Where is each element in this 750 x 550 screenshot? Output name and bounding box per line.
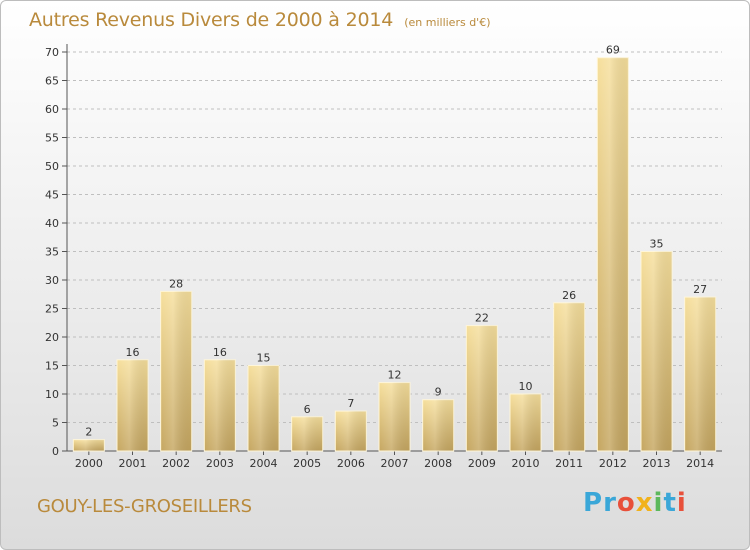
data-label: 6 — [304, 403, 311, 416]
data-label: 12 — [388, 369, 402, 382]
proxiti-logo: Proxiti — [583, 488, 687, 518]
bar-sheen — [117, 359, 148, 451]
y-tick-label: 20 — [45, 331, 59, 344]
data-label: 27 — [693, 283, 707, 296]
x-tick-label: 2007 — [381, 457, 409, 470]
y-tick-label: 40 — [45, 217, 59, 230]
y-tick-label: 10 — [45, 388, 59, 401]
data-label: 10 — [519, 380, 533, 393]
y-tick-label: 35 — [45, 246, 59, 259]
x-tick-label: 2006 — [337, 457, 365, 470]
data-label: 2 — [85, 426, 92, 439]
bar-sheen — [553, 302, 585, 451]
x-tick-label: 2008 — [424, 457, 452, 470]
data-label: 69 — [606, 44, 620, 57]
y-tick-label: 15 — [45, 360, 59, 373]
data-label: 22 — [475, 312, 489, 325]
x-tick-label: 2014 — [686, 457, 714, 470]
x-tick-label: 2012 — [599, 457, 627, 470]
bar-sheen — [379, 382, 410, 451]
x-tick-label: 2009 — [468, 457, 496, 470]
bar-sheen — [684, 297, 716, 451]
x-tick-label: 2000 — [75, 457, 103, 470]
bar-sheen — [641, 251, 672, 451]
data-label: 35 — [650, 238, 664, 251]
y-tick-label: 45 — [45, 189, 59, 202]
y-tick-label: 70 — [45, 46, 59, 59]
bar-sheen — [510, 394, 541, 451]
bar-sheen — [248, 365, 279, 451]
data-label: 7 — [347, 397, 354, 410]
y-tick-label: 25 — [45, 303, 59, 316]
bar-sheen — [335, 411, 367, 451]
data-label: 15 — [257, 352, 271, 365]
x-tick-label: 2010 — [512, 457, 540, 470]
bar-layer — [72, 57, 717, 452]
chart-title-group: Autres Revenus Divers de 2000 à 2014 (en… — [29, 9, 491, 31]
bar-sheen — [422, 399, 454, 451]
bar-sheen — [466, 325, 498, 451]
bar-sheen — [291, 416, 323, 451]
bar-sheen — [204, 359, 236, 451]
y-tick-label: 60 — [45, 103, 59, 116]
location-name: GOUY-LES-GROSEILLERS — [37, 496, 252, 517]
data-label: 9 — [435, 386, 442, 399]
y-tick-label: 65 — [45, 75, 59, 88]
data-label: 16 — [213, 346, 227, 359]
x-tick-label: 2004 — [250, 457, 278, 470]
y-tick-label: 30 — [45, 274, 59, 287]
y-tick-label: 5 — [52, 417, 59, 430]
chart-title: Autres Revenus Divers de 2000 à 2014 — [29, 9, 394, 31]
chart-subtitle: (en milliers d'€) — [404, 16, 491, 29]
x-tick-label: 2001 — [119, 457, 147, 470]
data-label: 16 — [126, 346, 140, 359]
x-tick-label: 2013 — [643, 457, 671, 470]
y-tick-label: 55 — [45, 132, 59, 145]
label-layer: 2 16 28 16 15 6 7 12 9 22 10 26 69 35 27 — [85, 44, 707, 439]
y-tick-label: 50 — [45, 160, 59, 173]
x-tick-label: 2011 — [555, 457, 583, 470]
bar-sheen — [73, 439, 105, 451]
y-tick-label: 0 — [52, 445, 59, 458]
x-tick-label: 2002 — [162, 457, 190, 470]
x-tick-label: 2003 — [206, 457, 234, 470]
bar-sheen — [160, 291, 192, 451]
x-tick-label: 2005 — [293, 457, 321, 470]
data-label: 26 — [562, 289, 576, 302]
bar-sheen — [597, 57, 629, 451]
data-label: 28 — [169, 277, 183, 290]
